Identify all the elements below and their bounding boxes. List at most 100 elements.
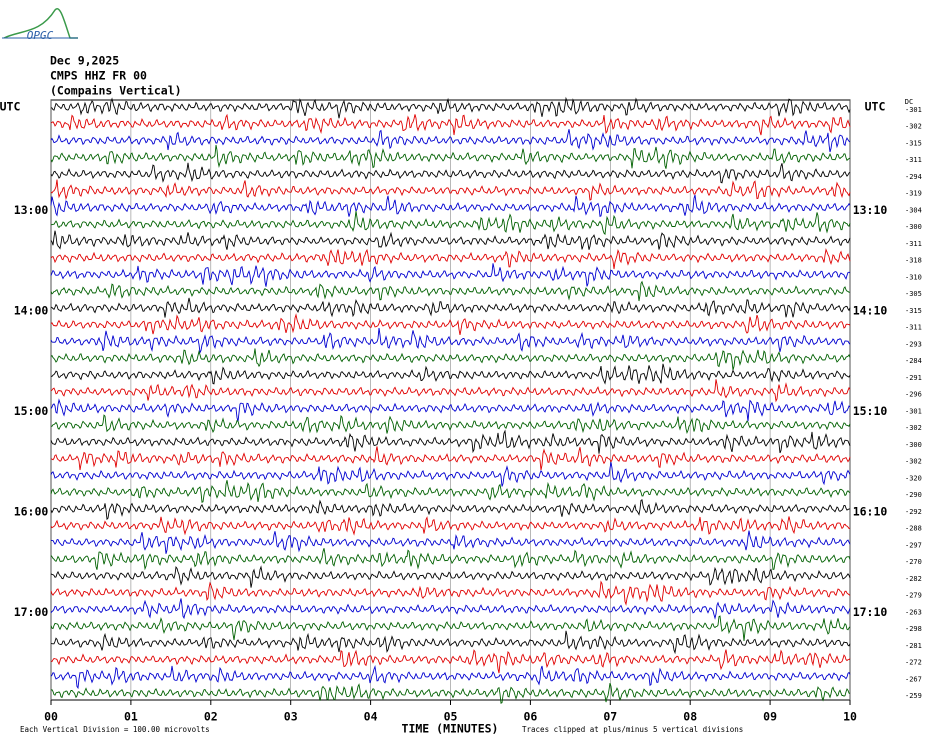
dc-offset: -311 [905, 240, 922, 248]
dc-offset: -311 [905, 324, 922, 332]
seismic-trace [50, 429, 851, 454]
seismic-trace [50, 113, 851, 136]
x-tick-label: 01 [124, 710, 138, 724]
seismic-trace [50, 363, 851, 385]
left-time-label: 14:00 [14, 303, 49, 317]
seismic-trace [50, 263, 851, 287]
x-axis-title: TIME (MINUTES) [402, 722, 499, 736]
seismic-trace [50, 682, 851, 704]
seismic-trace [50, 499, 851, 521]
seismic-trace [50, 414, 851, 434]
x-tick-label: 00 [44, 710, 58, 724]
dc-offset: -300 [905, 441, 922, 449]
right-time-label: 15:10 [853, 404, 888, 418]
right-header: UTC [865, 100, 886, 114]
title-line: Dec 9,2025 [50, 54, 119, 68]
dc-offset: -293 [905, 340, 922, 348]
right-time-label: 16:10 [853, 504, 888, 518]
seismic-trace [50, 598, 851, 620]
seismic-trace [50, 348, 851, 371]
seismic-trace [50, 129, 851, 153]
seismic-trace [51, 211, 851, 236]
dc-offset: -284 [905, 357, 922, 365]
x-tick-label: 09 [763, 710, 777, 724]
dc-offset: -315 [905, 307, 922, 315]
seismic-trace [50, 379, 851, 403]
seismic-trace [50, 649, 851, 674]
x-tick-label: 05 [444, 710, 458, 724]
dc-offset: -319 [905, 190, 922, 198]
dc-offset: -318 [905, 257, 922, 265]
dc-offset: -291 [905, 374, 922, 382]
seismic-trace [50, 194, 851, 217]
seismic-trace [50, 530, 851, 554]
dc-offset: -298 [905, 625, 922, 633]
seismic-trace [50, 230, 851, 250]
dc-offset: -296 [905, 391, 922, 399]
dc-offset: -292 [905, 508, 922, 516]
dc-offset: -263 [905, 608, 922, 616]
dc-offset: -282 [905, 575, 922, 583]
seismic-trace [50, 630, 851, 655]
seismic-trace [50, 96, 851, 119]
seismic-trace [50, 248, 851, 270]
x-tick-label: 08 [683, 710, 697, 724]
dc-offset: -301 [905, 407, 922, 415]
x-tick-label: 06 [523, 710, 537, 724]
dc-offset: -315 [905, 139, 922, 147]
dc-header: DC [905, 98, 913, 106]
seismic-trace [50, 462, 851, 487]
x-tick-label: 03 [284, 710, 298, 724]
dc-offset: -302 [905, 458, 922, 466]
title-line: CMPS HHZ FR 00 [50, 69, 147, 83]
seismic-trace [50, 162, 851, 184]
seismic-trace [50, 313, 851, 335]
footer-right: Traces clipped at plus/minus 5 vertical … [522, 725, 743, 734]
dc-offset: -294 [905, 173, 922, 181]
dc-offset: -281 [905, 642, 922, 650]
seismic-trace [50, 446, 851, 471]
dc-offset: -302 [905, 123, 922, 131]
seismic-trace [50, 297, 851, 318]
seismic-trace [50, 548, 851, 571]
x-tick-label: 02 [204, 710, 218, 724]
left-time-label: 17:00 [14, 605, 49, 619]
seismic-trace [50, 280, 851, 302]
dc-offset: -304 [905, 206, 922, 214]
logo-curve [3, 7, 78, 39]
seismic-trace [50, 580, 851, 606]
x-tick-label: 10 [843, 710, 857, 724]
dc-offset: -301 [905, 106, 922, 114]
dc-offset: -302 [905, 424, 922, 432]
dc-offset: -310 [905, 273, 922, 281]
seismic-trace [50, 398, 851, 422]
dc-offset: -297 [905, 541, 922, 549]
dc-offset: -279 [905, 592, 922, 600]
dc-offset: -272 [905, 659, 922, 667]
right-time-label: 14:10 [853, 303, 888, 317]
seismic-trace [50, 480, 851, 503]
logo-text: OPGC [27, 29, 54, 42]
title-line: (Compains Vertical) [50, 84, 182, 98]
seismic-trace [50, 665, 851, 690]
right-time-label: 13:10 [853, 203, 888, 217]
dc-offset: -320 [905, 474, 922, 482]
left-header: UTC [0, 100, 20, 114]
dc-offset: -270 [905, 558, 922, 566]
dc-offset: -288 [905, 525, 922, 533]
dc-offset: -259 [905, 692, 922, 700]
seismic-trace [50, 615, 851, 642]
x-tick-label: 04 [364, 710, 378, 724]
left-time-label: 13:00 [14, 203, 49, 217]
right-time-label: 17:10 [853, 605, 888, 619]
dc-offset: -311 [905, 156, 922, 164]
footer-left: Each Vertical Division = 100.00 microvol… [20, 725, 210, 734]
seismic-trace [50, 179, 851, 201]
seismic-trace [50, 516, 851, 536]
left-time-label: 15:00 [14, 404, 49, 418]
seismic-trace [50, 327, 851, 355]
dc-offset: -267 [905, 675, 922, 683]
seismic-trace [50, 565, 851, 588]
x-tick-label: 07 [603, 710, 617, 724]
